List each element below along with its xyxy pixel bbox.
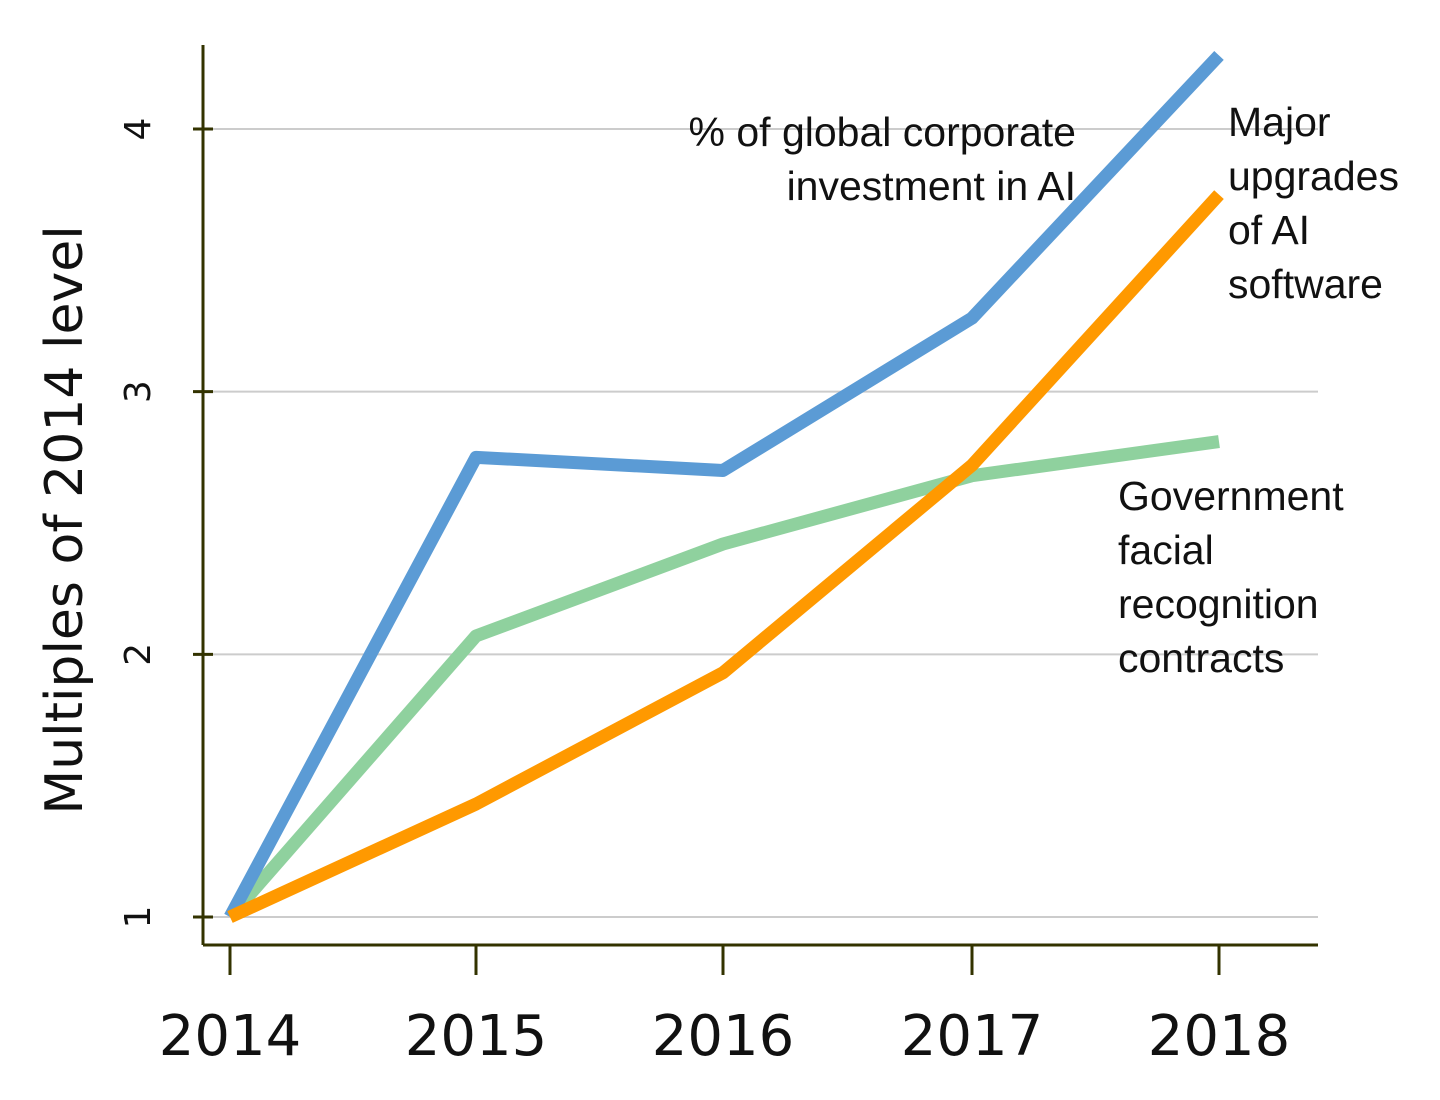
series-label-2-line-0: Major	[1228, 99, 1331, 145]
x-tick-label-2018: 2018	[1148, 1004, 1291, 1069]
series-label-2-line-3: software	[1228, 261, 1383, 307]
series-label-0-line-1: facial	[1118, 527, 1214, 573]
y-axis-title: Multiples of 2014 level	[35, 225, 95, 814]
series-label-2-line-1: upgrades	[1228, 153, 1399, 199]
y-tick-label-4: 4	[118, 118, 159, 141]
x-tick-label-2015: 2015	[405, 1004, 548, 1069]
gridlines	[203, 128, 1318, 918]
series-label-0-line-0: Government	[1118, 473, 1344, 519]
x-tick-label-2014: 2014	[159, 1004, 302, 1069]
series-line-2	[227, 190, 1224, 923]
axes	[201, 45, 1318, 947]
series-label-0-line-2: recognition	[1118, 581, 1319, 627]
series-label-2: Major upgrades of AI software	[1228, 99, 1399, 307]
x-tick-label-2017: 2017	[901, 1004, 1044, 1069]
series-label-0: Government facial recognition contracts	[1118, 473, 1344, 681]
x-tick-label-2016: 2016	[652, 1004, 795, 1069]
series-annotations: Government facial recognition contracts % of…	[689, 99, 1399, 681]
ticks: 2014 2015 2016 2017 2018 1 2 3 4	[118, 118, 1290, 1069]
series-label-0-line-3: contracts	[1118, 635, 1284, 681]
series-label-1-line-0: % of global corporate	[689, 109, 1076, 155]
series-label-1-line-1: investment in AI	[787, 163, 1076, 209]
series-label-1: % of global corporate investment in AI	[689, 109, 1076, 209]
series-lines	[224, 51, 1224, 923]
y-tick-label-1: 1	[118, 906, 159, 929]
y-tick-label-3: 3	[118, 380, 159, 403]
series-label-2-line-2: of AI	[1228, 207, 1310, 253]
y-tick-label-2: 2	[118, 643, 159, 666]
